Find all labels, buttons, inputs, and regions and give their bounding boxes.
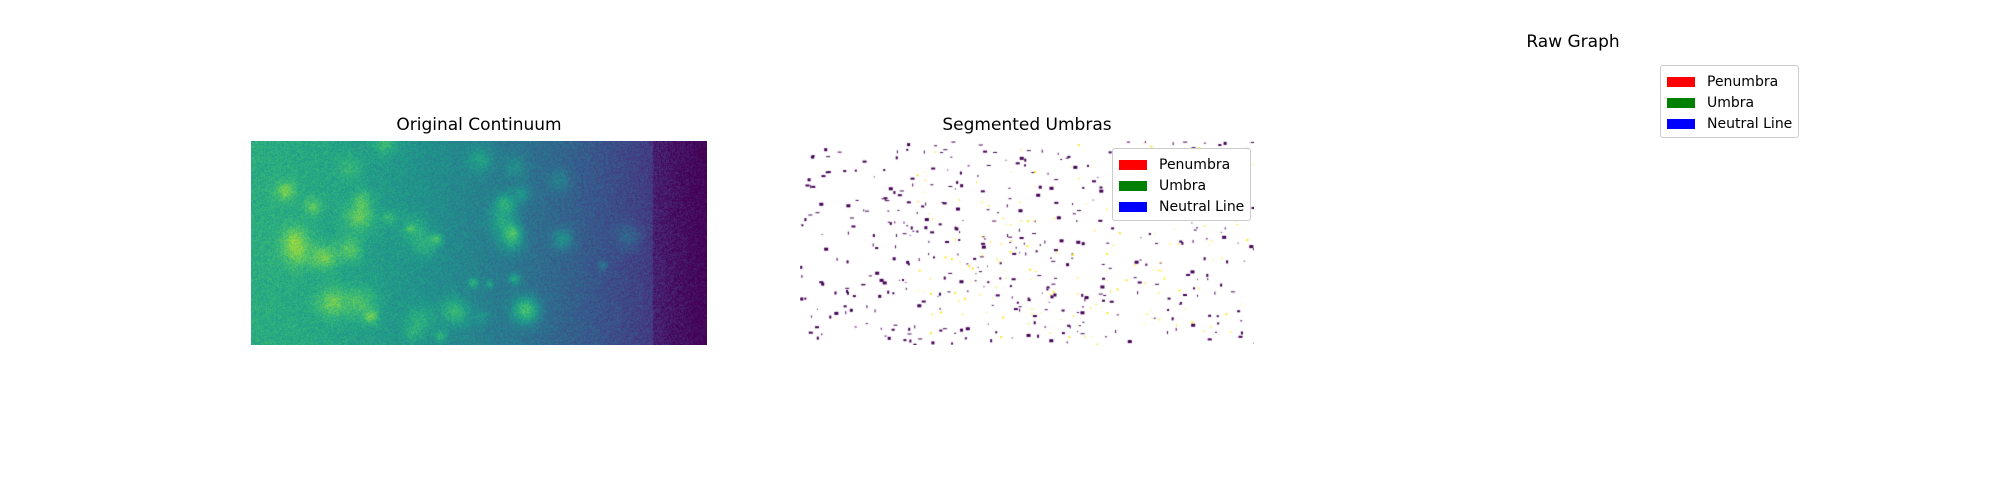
continuum-title: Original Continuum xyxy=(396,115,562,135)
legend-label: Penumbra xyxy=(1159,156,1231,173)
continuum-heatmap xyxy=(251,141,707,345)
segmented-legend: Penumbra Umbra Neutral Line xyxy=(1112,148,1252,221)
legend-swatch-umbra xyxy=(1119,180,1147,191)
raw-graph-title: Raw Graph xyxy=(1526,32,1620,52)
legend-swatch-penumbra xyxy=(1667,76,1695,87)
legend-swatch-penumbra xyxy=(1119,159,1147,170)
legend-label: Umbra xyxy=(1159,177,1207,194)
legend-swatch-neutral-line xyxy=(1667,118,1695,129)
legend-label: Umbra xyxy=(1707,94,1755,111)
segmented-title: Segmented Umbras xyxy=(942,115,1112,135)
legend-item-umbra: Umbra xyxy=(1667,92,1792,113)
legend-label: Penumbra xyxy=(1707,73,1779,90)
legend-label: Neutral Line xyxy=(1707,115,1793,132)
legend-swatch-umbra xyxy=(1667,97,1695,108)
legend-item-neutral-line: Neutral Line xyxy=(1119,196,1244,217)
legend-label: Neutral Line xyxy=(1159,198,1245,215)
legend-item-neutral-line: Neutral Line xyxy=(1667,113,1792,134)
legend-item-penumbra: Penumbra xyxy=(1119,154,1244,175)
legend-item-penumbra: Penumbra xyxy=(1667,71,1792,92)
legend-swatch-neutral-line xyxy=(1119,201,1147,212)
legend-item-umbra: Umbra xyxy=(1119,175,1244,196)
raw-graph-legend: Penumbra Umbra Neutral Line xyxy=(1660,65,1800,138)
